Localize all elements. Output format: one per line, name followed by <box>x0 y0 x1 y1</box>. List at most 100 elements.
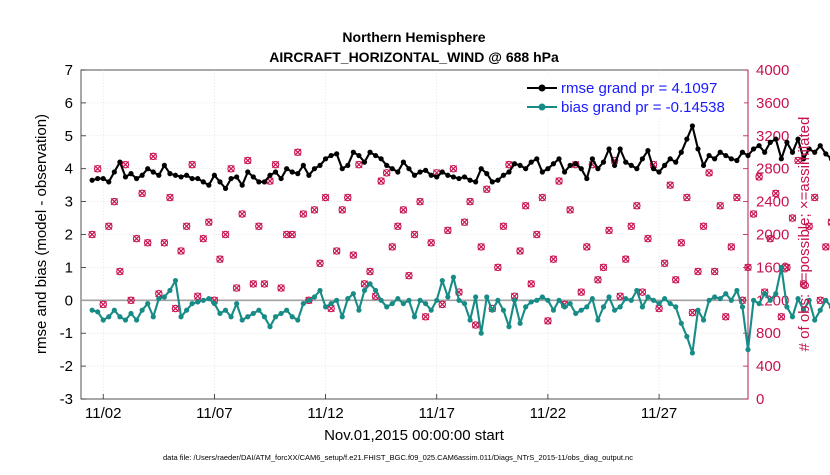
obs-assimilated-stroke <box>477 243 485 251</box>
obs-assimilated-stroke <box>344 193 352 202</box>
bias-point <box>339 314 345 320</box>
bias-point <box>645 294 651 300</box>
bias-point <box>650 297 657 303</box>
obs-assimilated-stroke <box>277 284 285 292</box>
obs-possible-point <box>227 164 235 173</box>
obs-assimilated-point <box>799 280 808 288</box>
obs-assimilated-point <box>711 267 719 276</box>
obs-possible-point <box>633 201 641 210</box>
obs-possible-point <box>444 226 452 235</box>
obs-assimilated-point <box>816 296 824 304</box>
obs-possible-point <box>382 169 391 177</box>
obs-assimilated-stroke <box>310 206 319 214</box>
rmse-point <box>172 172 179 178</box>
obs-assimilated-stroke <box>599 263 608 272</box>
bias-point <box>745 347 751 353</box>
obs-possible-point <box>555 177 563 185</box>
obs-possible-point <box>594 275 602 284</box>
obs-assimilated-point <box>233 284 241 292</box>
rmse-point <box>100 175 106 182</box>
bias-point <box>406 297 412 303</box>
obs-assimilated-point <box>260 280 269 288</box>
obs-assimilated-point <box>238 210 246 218</box>
bias-point <box>506 324 512 330</box>
obs-assimilated-point <box>294 148 302 156</box>
obs-assimilated-stroke <box>733 193 741 202</box>
rmse-point <box>717 149 723 155</box>
rmse-point <box>673 159 679 165</box>
obs-assimilated-stroke <box>711 267 719 276</box>
bias-point <box>156 296 162 302</box>
obs-assimilated-point <box>688 309 697 317</box>
legend-bias-label: bias grand pr = -0.14538 <box>561 99 725 116</box>
obs-assimilated-stroke <box>783 263 791 272</box>
obs-assimilated-point <box>438 300 446 309</box>
bias-point <box>584 304 590 310</box>
bias-point <box>561 304 568 310</box>
obs-possible-point <box>544 317 552 325</box>
rmse-point <box>795 136 801 142</box>
obs-assimilated-point <box>199 234 207 243</box>
rmse-point <box>684 136 690 142</box>
data-file-footnote: data file: /Users/raeder/DAI/ATM_forcXX/… <box>163 453 633 462</box>
obs-assimilated-stroke <box>194 292 202 300</box>
bias-point <box>278 310 284 317</box>
obs-assimilated-stroke <box>366 267 374 276</box>
rmse-point <box>311 166 318 172</box>
obs-assimilated-point <box>449 165 458 173</box>
obs-assimilated-stroke <box>638 288 647 296</box>
obs-assimilated-stroke <box>749 210 758 218</box>
obs-assimilated-stroke <box>182 222 191 230</box>
obs-assimilated-stroke <box>88 230 96 239</box>
obs-assimilated-point <box>744 263 752 272</box>
rmse-point <box>284 166 290 172</box>
rmse-point <box>156 172 162 178</box>
obs-assimilated-point <box>627 222 635 230</box>
y-tick-label: 7 <box>65 62 73 79</box>
obs-possible-point <box>805 222 813 231</box>
obs-assimilated-point <box>327 304 335 313</box>
bias-point <box>178 314 184 320</box>
bias-point <box>595 317 601 323</box>
rmse-point <box>517 162 523 169</box>
bias-point <box>100 317 106 323</box>
obs-possible-point <box>605 226 613 235</box>
obs-possible-point <box>377 177 385 185</box>
obs-possible-point <box>121 160 130 169</box>
rmse-point <box>800 156 807 162</box>
bias-point <box>750 297 757 303</box>
obs-assimilated-point <box>277 284 285 292</box>
obs-assimilated-stroke <box>549 255 558 263</box>
bias-point <box>311 294 318 300</box>
bias-point <box>461 300 468 307</box>
bias-point <box>767 297 773 303</box>
rmse-point <box>189 175 195 182</box>
obs-assimilated-stroke <box>360 280 369 288</box>
bias-point <box>128 310 134 317</box>
rmse-point <box>589 156 595 162</box>
obs-assimilated-stroke <box>777 313 785 321</box>
rmse-point <box>361 159 368 165</box>
rmse-point <box>539 169 545 175</box>
bias-point <box>228 314 234 320</box>
rmse-point <box>556 156 562 162</box>
rmse-point <box>234 174 240 180</box>
bias-point <box>200 297 206 303</box>
bias-point <box>612 307 618 313</box>
rmse-point <box>95 175 101 182</box>
bias-point <box>111 307 117 313</box>
obs-assimilated-stroke <box>127 296 135 304</box>
obs-assimilated-point <box>283 230 291 239</box>
rmse-point <box>295 171 301 177</box>
obs-assimilated-point <box>444 226 452 235</box>
rmse-point <box>206 182 212 188</box>
bias-point <box>795 296 801 302</box>
obs-assimilated-point <box>566 206 574 214</box>
obs-assimilated-point <box>377 177 385 185</box>
rmse-point <box>750 146 757 152</box>
obs-assimilated-stroke <box>221 230 230 239</box>
bias-point <box>778 264 784 270</box>
bias-point <box>439 277 445 284</box>
bias-point <box>673 304 679 310</box>
